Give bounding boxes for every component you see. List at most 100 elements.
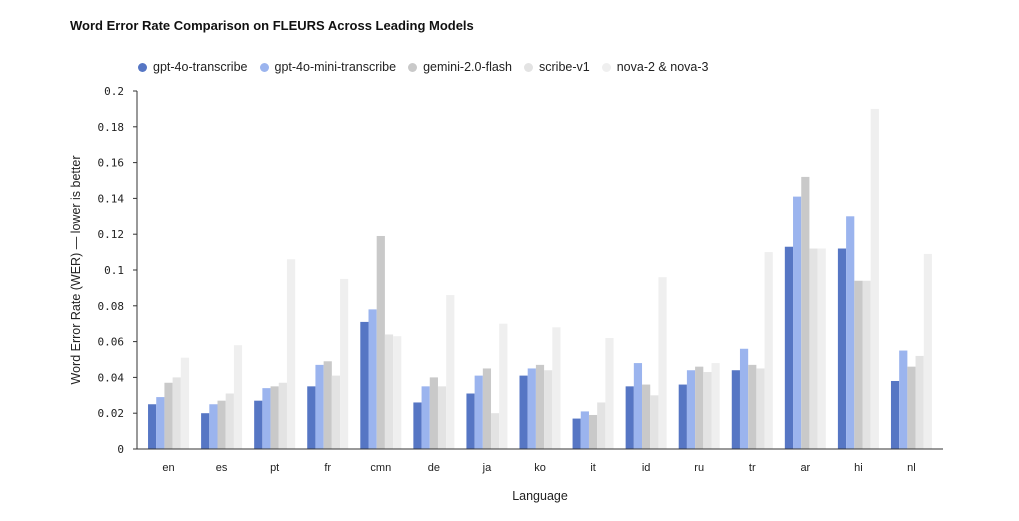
bar-ko-series-0 [519,375,528,449]
bar-it-series-2 [588,414,598,449]
bar-hi-series-0 [837,248,847,449]
bar-cmn-series-0 [360,321,369,449]
legend-swatch-icon [138,62,147,72]
bar-ru-series-4 [711,363,720,449]
bar-ko-series-3 [544,370,553,449]
bar-ru-series-3 [703,372,712,449]
bar-tr-series-4 [764,252,773,449]
bar-de-series-3 [437,386,447,449]
y-axis-label: Word Error Rate (WER) — lower is better [69,156,83,385]
bar-id-series-0 [625,386,634,449]
legend-swatch-icon [601,62,611,72]
bar-id-series-4 [658,277,667,449]
bar-de-series-4 [446,295,455,449]
bar-ar-series-2 [801,176,810,450]
y-axis: 0 0.02 0.04 0.06 0.08 0.1 0.12 0.14 0.16 0.18 0.2 [98,85,138,456]
bar-es-series-1 [209,404,218,449]
bar-cmn-series-4 [393,336,402,449]
x-tick-label-it: it [590,462,596,474]
bar-tr-series-1 [739,348,749,449]
bar-nl-series-2 [907,366,916,449]
bar-ko-series-4 [552,327,561,449]
y-tick-label: 0.02 [98,407,125,420]
bar-ja-series-1 [474,375,483,449]
x-tick-label-hi: hi [854,462,863,474]
bars-group [148,108,932,450]
legend-label: gemini-2.0-flash [423,60,513,74]
bar-cmn-series-3 [384,334,394,449]
bar-ja-series-4 [499,323,508,449]
bar-pt-series-3 [278,382,287,449]
bar-id-series-1 [633,363,643,449]
x-tick-label-ja: ja [482,462,492,474]
bar-ar-series-3 [809,248,818,449]
bar-nl-series-3 [915,355,924,449]
bar-ar-series-0 [784,246,794,449]
bar-ja-series-2 [482,368,492,449]
y-tick-label: 0.12 [98,228,125,241]
x-tick-label-ru: ru [694,462,704,474]
bar-es-series-2 [217,400,226,449]
bar-tr-series-3 [756,368,765,449]
bar-en-series-3 [172,377,181,449]
y-tick-label: 0.1 [104,264,124,277]
bar-ar-series-1 [793,196,802,449]
bar-de-series-0 [413,402,422,449]
bar-de-series-2 [429,377,438,449]
y-tick-label: 0.06 [98,336,125,349]
bar-pt-series-4 [286,259,296,449]
bar-hi-series-4 [870,108,879,450]
bar-pt-series-1 [262,388,271,449]
bar-fr-series-1 [315,364,324,449]
y-tick-label: 0.08 [98,300,125,313]
bar-cmn-series-1 [368,309,377,449]
x-tick-label-es: es [216,462,228,474]
bar-ko-series-2 [535,364,545,449]
legend-item-gpt-4o-mini-transcribe: gpt-4o-mini-transcribe [259,60,397,74]
bar-ja-series-3 [491,413,500,449]
legend-label: nova-2 & nova-3 [616,60,709,74]
y-tick-label: 0.04 [98,371,125,384]
legend-label: gpt-4o-transcribe [153,60,248,74]
bar-en-series-1 [156,397,165,449]
bar-fr-series-0 [307,386,316,449]
y-tick-label: 0.18 [98,121,125,134]
bar-nl-series-1 [899,350,908,449]
x-tick-label-en: en [162,462,174,474]
bar-it-series-4 [605,338,614,449]
legend-label: scribe-v1 [539,60,590,74]
bar-fr-series-3 [331,375,341,449]
bar-ru-series-0 [678,384,687,449]
legend-item-nova-2-nova-3: nova-2 & nova-3 [601,60,709,74]
bar-ru-series-2 [695,366,704,449]
y-tick-label: 0.2 [104,85,124,98]
bar-en-series-0 [148,404,157,449]
x-tick-label-id: id [642,462,651,474]
bar-tr-series-0 [731,370,740,449]
x-tick-label-pt: pt [270,462,279,474]
x-tick-label-de: de [428,462,440,474]
legend-item-gpt-4o-transcribe: gpt-4o-transcribe [138,60,248,74]
legend-swatch-icon [259,62,269,72]
bar-ja-series-0 [466,393,475,449]
legend-item-gemini-2-0-flash: gemini-2.0-flash [408,60,512,74]
bar-nl-series-0 [890,380,900,449]
legend-label: gpt-4o-mini-transcribe [274,60,397,74]
bar-hi-series-2 [854,280,863,449]
bar-es-series-4 [233,345,243,449]
bar-it-series-1 [580,411,589,449]
x-axis: en es pt fr cmn de ja ko it id ru tr ar hi nl [137,448,943,474]
bar-id-series-2 [642,384,651,449]
bar-it-series-0 [572,418,581,449]
bar-ru-series-1 [686,370,696,449]
bar-fr-series-4 [340,278,349,449]
x-tick-label-fr: fr [324,462,331,474]
bar-en-series-4 [180,357,190,449]
y-tick-label: 0.16 [98,157,125,170]
x-tick-label-cmn: cmn [370,462,391,474]
bar-hi-series-1 [846,216,855,449]
bar-de-series-1 [421,386,430,449]
legend-swatch-icon [524,62,534,72]
legend-swatch-icon [408,62,418,72]
bar-es-series-0 [201,413,210,449]
